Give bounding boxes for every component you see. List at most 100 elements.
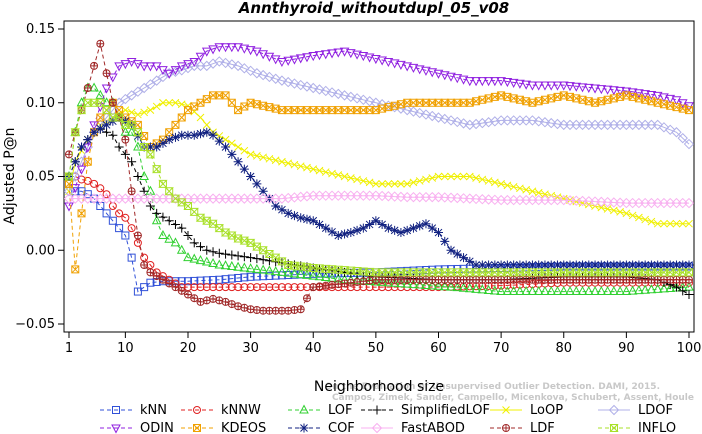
point-cof <box>346 228 356 238</box>
point-knn <box>227 274 236 283</box>
point-cof <box>571 260 581 270</box>
point-knnw <box>221 283 230 292</box>
point-loop <box>516 184 524 193</box>
point-loop <box>484 177 493 185</box>
point-knn <box>140 283 149 292</box>
point-ldof <box>276 75 288 86</box>
point-loop <box>641 215 650 224</box>
point-cof <box>283 208 293 218</box>
point-knnw <box>83 176 92 185</box>
point-odin <box>640 90 650 100</box>
point-cof <box>145 142 155 152</box>
point-odin <box>64 202 74 212</box>
point-loop <box>622 209 631 218</box>
point-loop <box>384 180 393 188</box>
point-cof <box>440 236 450 246</box>
point-odin <box>308 52 319 62</box>
point-loop <box>334 171 343 179</box>
point-inflo <box>139 143 149 151</box>
point-loop <box>296 162 305 171</box>
legend-label-cof: COF <box>328 421 355 434</box>
point-loop <box>221 135 230 144</box>
point-odin <box>277 57 287 68</box>
point-cof <box>289 211 299 221</box>
y-tick-label: 0.05 <box>26 170 55 185</box>
point-inflo <box>76 106 87 115</box>
point-odin <box>126 57 137 68</box>
point-knnw <box>234 283 243 292</box>
x-tick-label: 40 <box>305 341 322 356</box>
series-kdeos <box>65 91 693 274</box>
point-simplifiedlof <box>258 255 268 265</box>
point-lof <box>126 126 137 136</box>
point-cof <box>333 231 343 240</box>
point-lof <box>308 270 319 280</box>
series-inflo <box>64 98 694 277</box>
point-knn <box>183 277 192 286</box>
point-simplifiedlof <box>239 252 249 262</box>
point-lof <box>508 285 519 296</box>
point-loop <box>353 175 361 184</box>
point-odin <box>565 82 575 92</box>
point-odin <box>396 60 406 70</box>
point-lof <box>164 233 175 243</box>
point-ldf <box>140 261 149 269</box>
point-knnw <box>115 209 124 218</box>
point-lof <box>527 285 538 296</box>
point-knnw <box>246 283 255 292</box>
point-cof <box>102 120 112 130</box>
point-loop <box>609 206 618 215</box>
point-ldof <box>433 112 444 123</box>
point-knn <box>133 287 142 296</box>
point-loop <box>240 146 249 155</box>
x-tick-label: 50 <box>368 341 385 356</box>
point-simplifiedlof <box>227 250 237 260</box>
point-cof <box>646 260 656 270</box>
point-loop <box>328 169 336 178</box>
point-odin <box>546 81 557 91</box>
point-odin <box>458 75 469 85</box>
point-cof <box>509 260 519 270</box>
point-ldof <box>264 71 275 83</box>
point-odin <box>327 49 337 59</box>
point-ldof <box>427 110 438 122</box>
point-odin <box>183 60 193 70</box>
point-loop <box>165 98 174 107</box>
point-loop <box>672 219 681 228</box>
point-ldof <box>145 79 156 90</box>
point-loop <box>497 180 505 188</box>
point-knn <box>252 272 261 281</box>
point-loop <box>372 180 380 188</box>
legend-marker-simplifiedlof <box>372 405 382 415</box>
point-odin <box>320 50 331 60</box>
point-cof <box>527 260 537 270</box>
point-odin <box>659 93 669 103</box>
point-ldof <box>333 88 344 100</box>
point-cof <box>584 260 594 270</box>
point-ldof <box>546 117 557 129</box>
point-ldof <box>339 90 350 101</box>
point-odin <box>446 72 456 82</box>
point-loop <box>397 180 405 188</box>
point-odin <box>208 45 218 55</box>
point-ldof <box>533 116 544 127</box>
y-tick-label: 0.10 <box>26 96 55 111</box>
point-odin <box>496 77 506 87</box>
point-odin <box>583 83 594 93</box>
credit-line-2: On the Evaluation of Unsupervised Outlie… <box>325 382 660 392</box>
point-odin <box>596 85 607 95</box>
point-knnw <box>102 190 111 199</box>
point-cof <box>95 124 105 134</box>
point-lof <box>533 285 544 296</box>
point-knnw <box>196 283 205 292</box>
point-knnw <box>96 184 105 193</box>
point-cof <box>77 142 87 152</box>
point-knn <box>115 224 124 233</box>
x-axis: 1 10 20 30 40 50 60 70 80 90 100 <box>65 332 701 356</box>
legend-item-cof: COF <box>288 421 355 434</box>
point-odin <box>540 81 550 91</box>
point-lof <box>439 281 450 291</box>
point-cof <box>277 205 287 215</box>
point-lof <box>515 285 525 296</box>
point-inflo <box>151 165 162 174</box>
